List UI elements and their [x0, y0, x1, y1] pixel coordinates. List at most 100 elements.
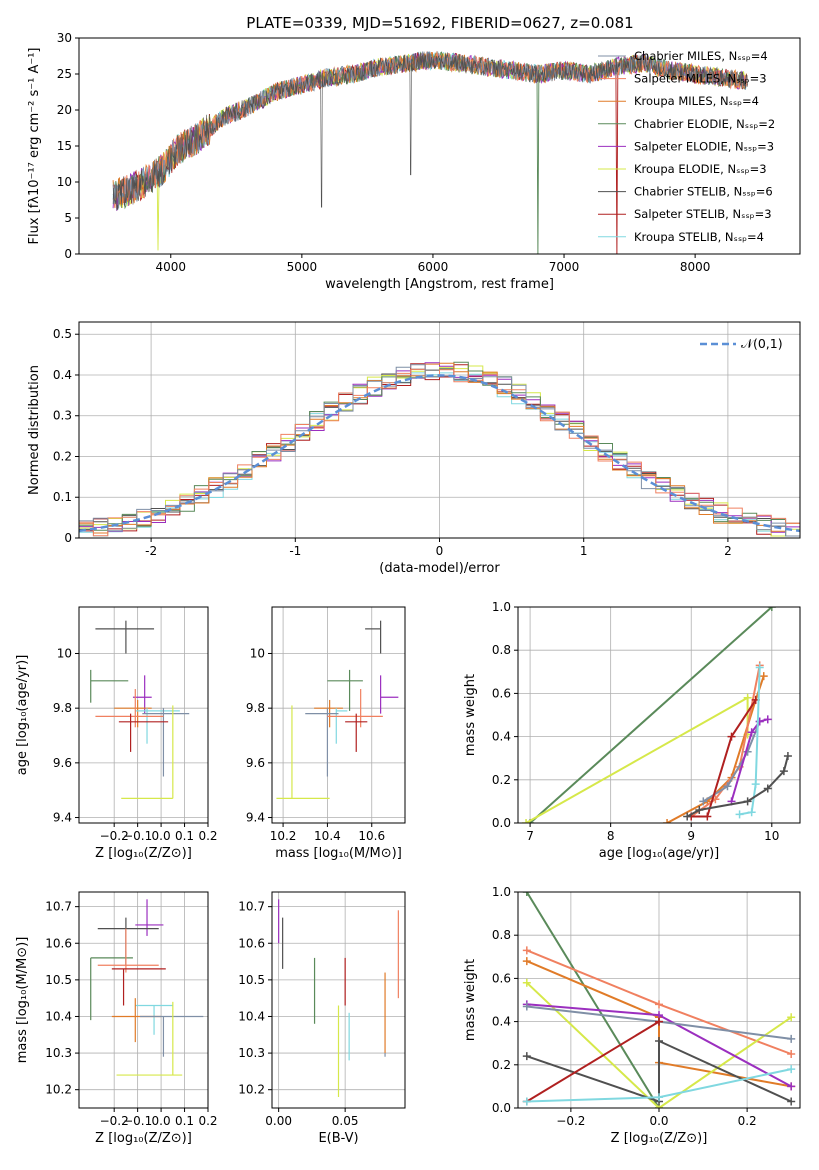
x-tick-label: 7000: [549, 260, 580, 274]
mass-weight-marker: [735, 810, 744, 819]
errorbar-group: [278, 899, 399, 1098]
mass-weight-marker: [751, 780, 760, 789]
mass-weight-vs-metallicity-panel: −0.2 0.0 0.2 0.0 0.2 0.4 0.6 0.8 1.0 Z [log₁₀(Z/Z…: [463, 885, 801, 1146]
x-tick-label: 10.4: [314, 829, 341, 843]
x-tick-label: −0.2: [556, 1114, 585, 1128]
y-tick-label: 10: [57, 175, 72, 189]
y-tick-label: 0.4: [492, 730, 511, 744]
legend-entry: Salpeter ELODIE, Nₛₛₚ=3: [634, 139, 774, 153]
x-tick-label: −0.2: [100, 829, 129, 843]
x-tick-label: 2: [724, 544, 732, 558]
x-axis-label: E(B-V): [318, 1131, 358, 1146]
legend-entry: Salpeter MILES, Nₛₛₚ=3: [634, 72, 767, 86]
y-tick-label: 10.7: [238, 900, 265, 914]
x-tick-label: 0: [436, 544, 444, 558]
histogram-series: [79, 362, 800, 534]
legend-entry: Kroupa ELODIE, Nₛₛₚ=3: [634, 162, 767, 176]
mass-weight-series: [525, 695, 749, 823]
y-tick-label: 9.4: [53, 811, 72, 825]
mass-weight-marker: [747, 728, 756, 737]
mass-weight-marker: [522, 1002, 531, 1011]
y-tick-label: 0.2: [492, 773, 511, 787]
mass-weight-series: [529, 607, 773, 823]
mass-weight-marker: [787, 1097, 796, 1106]
mass-weight-marker: [787, 1034, 796, 1043]
y-tick-label: 0.3: [53, 409, 72, 423]
y-tick-label: 10.3: [238, 1046, 265, 1060]
x-tick-label: 0.0: [152, 829, 171, 843]
mass-weight-marker: [703, 812, 712, 821]
y-tick-label: 10.5: [238, 973, 265, 987]
y-axis-label: Normed distribution: [27, 365, 42, 495]
mass-weight-marker: [695, 806, 704, 815]
legend-entry: 𝒩(0,1): [741, 336, 783, 351]
mass-weight-marker: [763, 784, 772, 793]
x-tick-label: 10: [764, 829, 779, 843]
x-tick-label: 7: [526, 829, 534, 843]
y-tick-label: 30: [57, 31, 72, 45]
mass-weight-marker: [522, 978, 531, 987]
mass-weight-marker: [522, 957, 531, 966]
y-tick-label: 1.0: [492, 600, 511, 614]
mass-weight-marker: [783, 752, 792, 761]
y-tick-label: 0.0: [492, 816, 511, 830]
mass-weight-series: [525, 892, 660, 1108]
y-tick-label: 5: [64, 211, 72, 225]
mass-weight-marker: [787, 1082, 796, 1091]
y-tick-label: 9.4: [246, 811, 265, 825]
mass-weight-series: [702, 721, 761, 803]
y-tick-label: 0.6: [492, 971, 511, 985]
x-tick-label: 9: [687, 829, 695, 843]
axes-frame: [517, 606, 801, 824]
y-tick-label: 9.6: [246, 756, 265, 770]
x-axis-label: Z [log₁₀(Z/Z⊙)]: [95, 1131, 192, 1146]
mass-weight-marker: [755, 663, 764, 672]
y-tick-label: 10: [250, 646, 265, 660]
y-tick-label: 0.2: [492, 1058, 511, 1072]
x-tick-label: 0.1: [175, 829, 194, 843]
legend-entry: Chabrier STELIB, Nₛₛₚ=6: [634, 185, 773, 199]
mass-weight-marker: [655, 1017, 663, 1026]
mass-weight-marker: [779, 767, 788, 776]
mass-weight-marker: [655, 1037, 663, 1046]
y-tick-label: 10.6: [238, 936, 265, 950]
y-tick-label: 0.1: [53, 490, 72, 504]
y-tick-label: 0.2: [53, 449, 72, 463]
spectrum-line-series: [112, 51, 748, 211]
x-tick-label: 0.1: [175, 1114, 194, 1128]
y-tick-label: 0.5: [53, 327, 72, 341]
x-tick-label: 8000: [680, 260, 711, 274]
x-tick-label: 1: [580, 544, 588, 558]
age-vs-mass-panel: 10.2 10.4 10.6 9.4 9.6 9.8 10 mass [log₁₀(M/M⊙)…: [246, 606, 406, 861]
mass-weight-marker: [522, 1052, 531, 1061]
axes-frame: [78, 37, 801, 255]
mass-weight-marker: [522, 819, 531, 823]
mass-weight-series: [526, 1039, 792, 1103]
y-tick-label: 0.4: [492, 1015, 511, 1029]
mass-weight-marker: [763, 715, 772, 724]
histogram-steps: [79, 361, 800, 537]
mass-weight-marker: [522, 892, 531, 896]
mass-weight-marker: [655, 1093, 663, 1102]
mass-weight-series: [691, 699, 757, 818]
x-axis-label: mass [log₁₀(M/M⊙)]: [275, 846, 402, 861]
histogram-series: [79, 361, 800, 537]
histogram-series: [79, 368, 800, 537]
mass-weight-marker: [747, 808, 756, 817]
legend-entry: Kroupa MILES, Nₛₛₚ=4: [634, 94, 759, 108]
y-axis-label: Flux [fλ10⁻¹⁷ erg cm⁻² s⁻¹ A⁻¹]: [27, 48, 42, 245]
x-tick-label: 5000: [287, 260, 318, 274]
mass-weight-marker: [522, 1097, 531, 1106]
y-tick-label: 9.8: [53, 701, 72, 715]
y-tick-label: 0.8: [492, 643, 511, 657]
x-tick-label: 0.2: [198, 1114, 217, 1128]
x-tick-label: 0.2: [198, 829, 217, 843]
mass-weight-marker: [759, 672, 768, 681]
x-tick-label: 8: [607, 829, 615, 843]
x-axis-label: (data-model)/error: [379, 561, 500, 576]
mass-weight-marker: [787, 1065, 796, 1074]
y-tick-label: 10.4: [45, 1009, 72, 1023]
x-tick-label: −0.1: [123, 1114, 152, 1128]
axes-frame: [271, 891, 406, 1109]
y-tick-label: 9.6: [53, 756, 72, 770]
